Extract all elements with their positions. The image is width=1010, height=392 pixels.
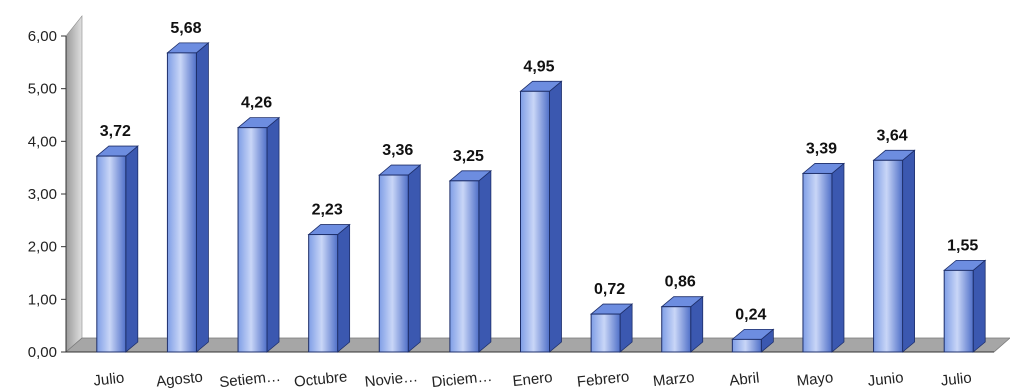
data-label: 0,86	[665, 274, 696, 291]
bar	[95, 145, 139, 353]
bar-front	[449, 180, 480, 353]
x-tick-label: Febrero	[576, 368, 630, 390]
bar-side	[125, 145, 139, 353]
x-tick-label: Agosto	[155, 369, 203, 391]
bar-front	[237, 127, 268, 353]
bars-group	[95, 41, 987, 353]
x-tick-label: Abril	[729, 370, 761, 390]
bar-side	[337, 223, 351, 353]
y-tick-label: 5,00	[28, 81, 57, 98]
bar-front	[661, 306, 692, 353]
bar-front	[802, 172, 833, 353]
data-label: 3,25	[453, 148, 484, 165]
bar-side	[972, 259, 986, 353]
data-label: 0,72	[594, 281, 625, 298]
bar-front	[943, 269, 974, 353]
data-label: 0,24	[735, 306, 766, 323]
data-label: 4,26	[241, 95, 272, 112]
bar	[943, 259, 987, 353]
back-wall	[65, 15, 83, 353]
x-tick-label: Marzo	[652, 369, 695, 390]
bar-side	[407, 164, 421, 353]
bar-side	[831, 162, 845, 353]
bar	[660, 295, 704, 353]
y-tick-label: 6,00	[28, 28, 57, 45]
y-tick-label: 2,00	[28, 239, 57, 256]
bar	[872, 149, 916, 353]
x-tick-label: Julio	[93, 369, 125, 389]
axes: 0,00 1,00 2,00 3,00 4,00 5,00 6,00	[28, 15, 1010, 361]
x-tick-label: Mayo	[796, 369, 834, 390]
data-label: 2,23	[312, 202, 343, 219]
x-tick-label: Enero	[512, 369, 554, 390]
bar	[731, 328, 775, 353]
x-tick-label: Diciem…	[431, 368, 493, 391]
bar-side	[266, 116, 280, 353]
bar	[519, 80, 563, 353]
bar	[166, 41, 210, 353]
bar-front	[96, 155, 127, 353]
y-tick-label: 0,00	[28, 344, 57, 361]
y-tick-label: 4,00	[28, 133, 57, 150]
bar-front	[520, 90, 550, 353]
bar	[801, 162, 846, 353]
x-tick-label: Novie…	[364, 368, 419, 390]
bar-front	[166, 52, 197, 353]
data-label: 3,72	[100, 123, 131, 140]
bar-front	[308, 234, 339, 353]
bar	[236, 116, 281, 353]
data-label: 4,95	[523, 58, 554, 75]
y-tick-label: 1,00	[28, 291, 57, 308]
bar-side	[902, 149, 915, 353]
x-tick-label: Octubre	[293, 368, 348, 390]
bar-side	[549, 80, 562, 353]
bar-front	[378, 174, 409, 353]
bar-front	[731, 338, 762, 353]
data-label: 3,64	[877, 127, 908, 144]
x-tick-label: Setiem…	[219, 368, 282, 391]
data-label: 1,55	[947, 237, 978, 254]
data-label: 5,68	[170, 20, 201, 37]
bar-side	[478, 169, 492, 353]
bar-side	[196, 41, 209, 353]
x-tick-label: Julio	[940, 369, 972, 389]
bar	[307, 223, 351, 353]
data-label: 3,39	[806, 140, 837, 157]
labels-group: 3,72 Julio 5,68 Agosto 4,26 Setiem… 2,23 Octubr…	[93, 20, 979, 391]
bar	[590, 303, 634, 353]
bar	[378, 164, 422, 353]
bar	[448, 169, 492, 353]
bar-front	[873, 159, 904, 353]
bar-front	[590, 313, 621, 353]
y-tick-label: 3,00	[28, 186, 57, 203]
data-label: 3,36	[382, 142, 413, 159]
x-tick-label: Junio	[867, 369, 904, 390]
